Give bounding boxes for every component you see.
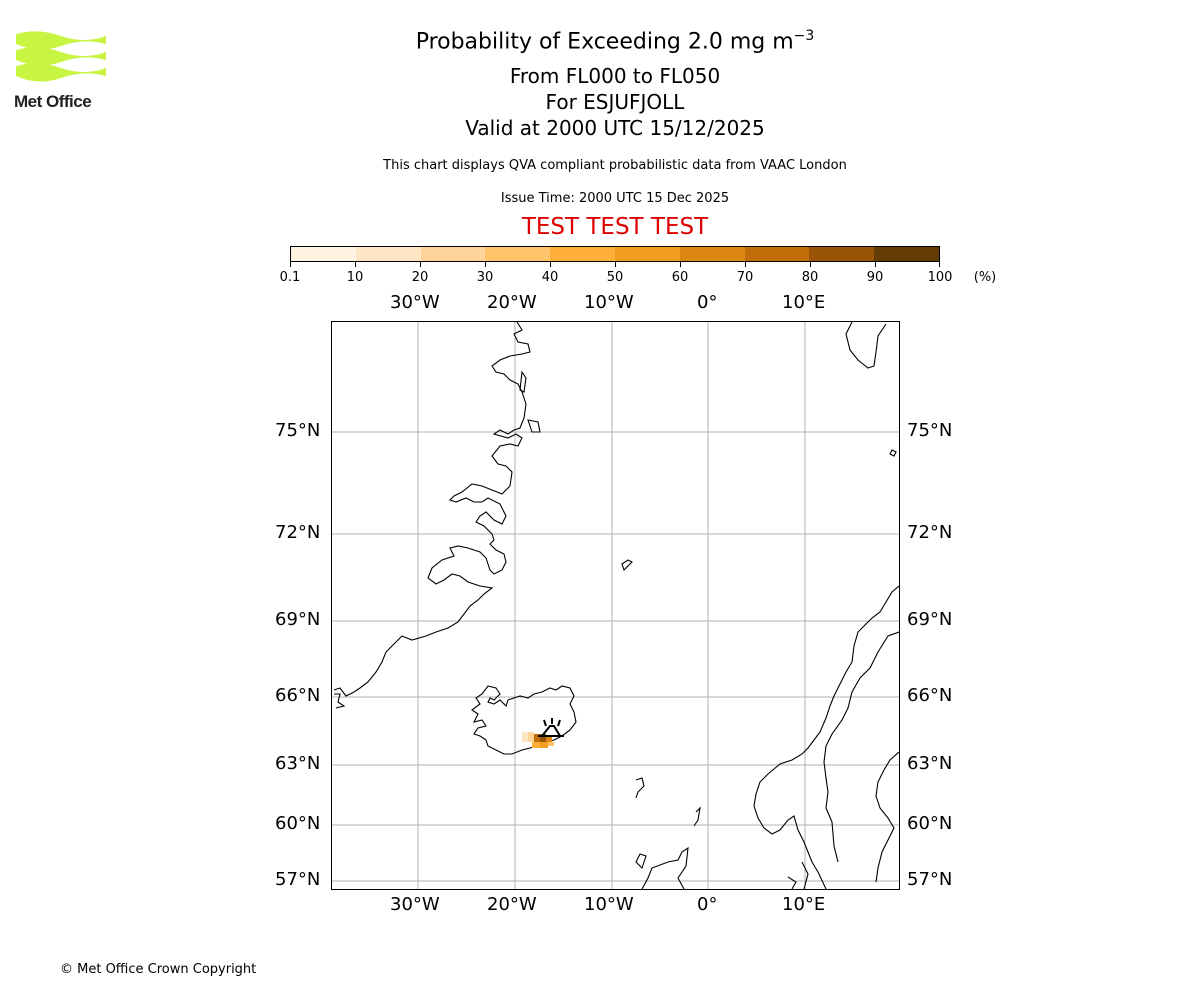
colorbar-segment — [291, 247, 356, 261]
ash-probability-plume — [522, 732, 554, 748]
lon-label-top: 10°W — [584, 292, 634, 313]
volcano-name: For ESJUFJOLL — [545, 90, 685, 114]
logo-text: Met Office — [14, 92, 92, 111]
colorbar — [290, 246, 940, 262]
colorbar-segment — [550, 247, 615, 261]
colorbar-label: 0.1 — [279, 270, 301, 285]
lon-label-bottom: 10°W — [584, 894, 634, 915]
graticule — [332, 322, 899, 889]
colorbar-label: 40 — [541, 270, 559, 285]
lat-label-right: 75°N — [907, 420, 953, 441]
lat-label-left: 57°N — [275, 869, 321, 890]
colorbar-tick — [550, 262, 551, 267]
colorbar-label: 90 — [866, 270, 884, 285]
map-canvas — [332, 322, 899, 889]
colorbar-tick — [810, 262, 811, 267]
coastlines — [333, 322, 899, 889]
volcano-icon — [538, 718, 564, 737]
colorbar-label: 80 — [801, 270, 819, 285]
colorbar-segment — [679, 247, 745, 261]
issue-time: Issue Time: 2000 UTC 15 Dec 2025 — [500, 191, 730, 206]
lon-label-bottom: 10°E — [782, 894, 826, 915]
colorbar-segment — [355, 247, 421, 261]
colorbar-segment — [809, 247, 875, 261]
lat-label-right: 60°N — [907, 813, 953, 834]
lon-label-bottom: 0° — [697, 894, 718, 915]
greenland-coast — [333, 322, 531, 697]
colorbar-unit: (%) — [973, 270, 997, 285]
colorbar-label: 60 — [671, 270, 689, 285]
colorbar-tick — [680, 262, 681, 267]
lat-label-right: 72°N — [907, 522, 953, 543]
colorbar-tick — [939, 262, 940, 267]
title-text: Probability of Exceeding 2.0 mg m — [415, 29, 794, 55]
map-panel[interactable] — [331, 321, 900, 890]
colorbar-label: 50 — [606, 270, 624, 285]
met-office-logo: Met Office — [14, 30, 108, 112]
test-banner: TEST TEST TEST — [521, 214, 709, 240]
colorbar-label: 100 — [927, 270, 953, 285]
lon-label-top: 10°E — [782, 292, 826, 313]
colorbar-tick — [745, 262, 746, 267]
colorbar-tick — [485, 262, 486, 267]
lat-label-left: 63°N — [275, 753, 321, 774]
colorbar-tick — [615, 262, 616, 267]
description: This chart displays QVA compliant probab… — [383, 158, 847, 173]
colorbar-segment — [485, 247, 551, 261]
lat-label-left: 66°N — [275, 685, 321, 706]
colorbar-tick — [355, 262, 356, 267]
lon-label-top: 30°W — [390, 292, 440, 313]
colorbar-label: 70 — [736, 270, 754, 285]
lat-label-right: 63°N — [907, 753, 953, 774]
copyright: © Met Office Crown Copyright — [60, 962, 257, 977]
level-range: From FL000 to FL050 — [509, 64, 721, 88]
lat-label-left: 72°N — [275, 522, 321, 543]
lat-label-right: 66°N — [907, 685, 953, 706]
lat-label-right: 69°N — [907, 609, 953, 630]
colorbar-segment — [420, 247, 486, 261]
lat-label-left: 69°N — [275, 609, 321, 630]
waves-logo-icon — [16, 31, 106, 82]
colorbar-segment — [874, 247, 939, 261]
iceland-coast — [471, 685, 577, 755]
colorbar-label: 30 — [476, 270, 494, 285]
lon-label-bottom: 30°W — [390, 894, 440, 915]
norway-coast — [753, 585, 899, 889]
title-superscript: −3 — [793, 28, 815, 44]
lon-label-top: 20°W — [487, 292, 537, 313]
colorbar-label: 20 — [411, 270, 429, 285]
lat-label-left: 60°N — [275, 813, 321, 834]
valid-time: Valid at 2000 UTC 15/12/2025 — [465, 116, 765, 140]
lon-label-bottom: 20°W — [487, 894, 537, 915]
chart-title: Probability of Exceeding 2.0 mg m−3 — [0, 28, 1200, 54]
lon-label-top: 0° — [697, 292, 718, 313]
colorbar-tick — [420, 262, 421, 267]
colorbar-tick — [290, 262, 291, 267]
colorbar-label: 10 — [346, 270, 364, 285]
colorbar-segment — [744, 247, 810, 261]
colorbar-tick — [875, 262, 876, 267]
lat-label-left: 75°N — [275, 420, 321, 441]
colorbar-segment — [614, 247, 680, 261]
lat-label-right: 57°N — [907, 869, 953, 890]
